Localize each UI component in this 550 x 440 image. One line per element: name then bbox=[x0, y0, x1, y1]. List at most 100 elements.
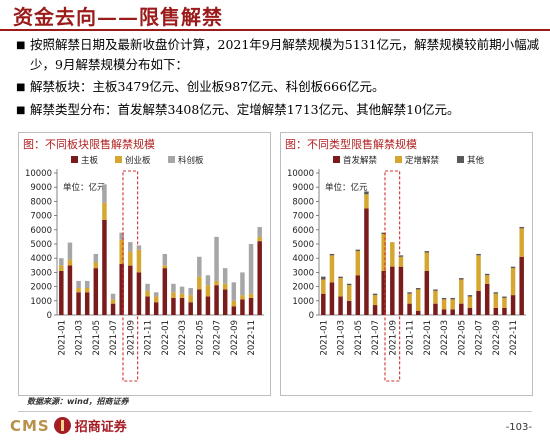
bar-segment bbox=[338, 296, 343, 315]
bar-segment bbox=[59, 265, 64, 271]
bar-segment bbox=[248, 293, 254, 298]
bar-segment bbox=[231, 306, 237, 315]
bar-segment bbox=[450, 309, 455, 315]
x-tick-label: 2021-05 bbox=[354, 320, 364, 356]
legend-swatch bbox=[71, 156, 78, 163]
bar-segment bbox=[364, 191, 369, 195]
highlight-box bbox=[384, 170, 401, 382]
bar-segment bbox=[381, 234, 386, 271]
bar-segment bbox=[364, 208, 369, 315]
bar-segment bbox=[240, 295, 245, 300]
bar-segment bbox=[222, 268, 228, 284]
bar-segment bbox=[381, 232, 386, 235]
y-tick-label: 5000 bbox=[292, 240, 314, 250]
bar-segment bbox=[390, 266, 395, 315]
bar-segment bbox=[119, 263, 124, 315]
bar-segment bbox=[179, 286, 185, 294]
unit-label: 单位：亿元 bbox=[63, 182, 106, 193]
bar-segment bbox=[102, 202, 107, 220]
bullet-list: ■ 按照解禁日期及最新收盘价计算，2021年9月解禁规模为5131亿元，解禁规模… bbox=[16, 35, 546, 123]
bar-segment bbox=[519, 226, 524, 229]
bar-segment bbox=[502, 297, 507, 308]
bar-segment bbox=[355, 249, 361, 252]
y-tick-label: 2000 bbox=[292, 283, 314, 293]
bullet-square-icon: ■ bbox=[16, 105, 26, 116]
company-logo: CMS 招商证券 bbox=[10, 416, 127, 436]
y-tick-label: 4000 bbox=[292, 254, 314, 264]
bar-segment bbox=[205, 285, 211, 297]
bar-segment bbox=[346, 283, 352, 286]
y-tick-label: 10000 bbox=[25, 169, 52, 179]
bar-segment bbox=[450, 299, 455, 310]
x-tick-label: 2021-07 bbox=[371, 320, 381, 356]
x-tick-label: 2021-05 bbox=[92, 320, 102, 356]
bar-segment bbox=[398, 256, 404, 267]
y-tick-label: 0 bbox=[47, 311, 52, 321]
bullet-text: 解禁类型分布：首发解禁3408亿元、定增解禁1713亿元、其他解禁10亿元。 bbox=[30, 102, 460, 117]
bar-segment bbox=[441, 297, 447, 300]
bar-segment bbox=[441, 309, 447, 315]
legend-label: 创业板 bbox=[125, 155, 151, 166]
x-tick-label: 2022-09 bbox=[492, 320, 502, 356]
y-tick-label: 5000 bbox=[30, 240, 52, 250]
title-divider bbox=[0, 29, 550, 31]
bar-segment bbox=[67, 259, 73, 266]
x-tick-label: 2022-07 bbox=[475, 320, 485, 356]
bar-segment bbox=[145, 290, 150, 297]
chart-title: 图：不同类型限售解禁规模 bbox=[285, 138, 417, 151]
bar-segment bbox=[415, 310, 421, 315]
y-tick-label: 8000 bbox=[30, 197, 52, 207]
bar-segment bbox=[424, 251, 430, 253]
bullet-item: ■ 解禁板块：主板3479亿元、创业板987亿元、科创板666亿元。 bbox=[16, 77, 546, 98]
bar-segment bbox=[467, 295, 473, 297]
bar-segment bbox=[355, 275, 361, 315]
bar-segment bbox=[214, 285, 219, 315]
bar-segment bbox=[153, 296, 159, 303]
logo-chinese-text: 招商证券 bbox=[74, 420, 127, 435]
bar-segment bbox=[450, 297, 455, 300]
bar-segment bbox=[467, 296, 473, 308]
bar-segment bbox=[171, 297, 176, 315]
bar-segment bbox=[145, 296, 150, 315]
bar-segment bbox=[476, 253, 481, 256]
bar-segment bbox=[398, 266, 404, 315]
legend-swatch bbox=[457, 156, 464, 163]
chart-panel-sector: 图：不同板块限售解禁规模 主板 创业板 科创板 单位：亿元 0 1000 2000 3000 4… bbox=[18, 132, 271, 396]
x-tick-label: 2021-09 bbox=[388, 320, 398, 356]
bar-segment bbox=[76, 292, 81, 315]
bar-segment bbox=[231, 300, 237, 307]
x-tick-label: 2022-01 bbox=[423, 320, 433, 356]
y-tick-label: 8000 bbox=[292, 197, 314, 207]
bar-segment bbox=[102, 219, 107, 315]
bar-segment bbox=[145, 283, 150, 291]
data-source-note: 数据来源：wind，招商证券 bbox=[27, 397, 129, 406]
footer-divider bbox=[18, 411, 532, 412]
bar-segment bbox=[240, 299, 245, 315]
unit-label: 单位：亿元 bbox=[325, 182, 368, 193]
bar-segment bbox=[510, 266, 516, 269]
bar-segment bbox=[153, 292, 159, 297]
bar-segment bbox=[484, 275, 490, 284]
bar-segment bbox=[510, 295, 516, 315]
logo-latin-text: CMS bbox=[10, 416, 50, 435]
y-tick-label: 7000 bbox=[30, 212, 52, 222]
legend-label: 其他 bbox=[467, 155, 485, 166]
bar-segment bbox=[110, 303, 116, 315]
bar-segment bbox=[407, 292, 412, 294]
legend-swatch bbox=[168, 156, 175, 163]
bar-segment bbox=[76, 288, 81, 293]
bar-segment bbox=[84, 280, 90, 289]
x-tick-label: 2022-03 bbox=[178, 320, 188, 356]
bar-segment bbox=[102, 184, 107, 203]
bar-segment bbox=[398, 255, 404, 257]
bar-segment bbox=[188, 295, 193, 303]
legend-swatch bbox=[333, 156, 340, 163]
highlight-box bbox=[122, 170, 139, 382]
bar-segment bbox=[93, 253, 99, 263]
bar-segment bbox=[93, 262, 99, 269]
bar-segment bbox=[197, 276, 202, 290]
bar-segment bbox=[93, 268, 99, 315]
bar-segment bbox=[188, 288, 193, 296]
bar-segment bbox=[240, 272, 245, 296]
